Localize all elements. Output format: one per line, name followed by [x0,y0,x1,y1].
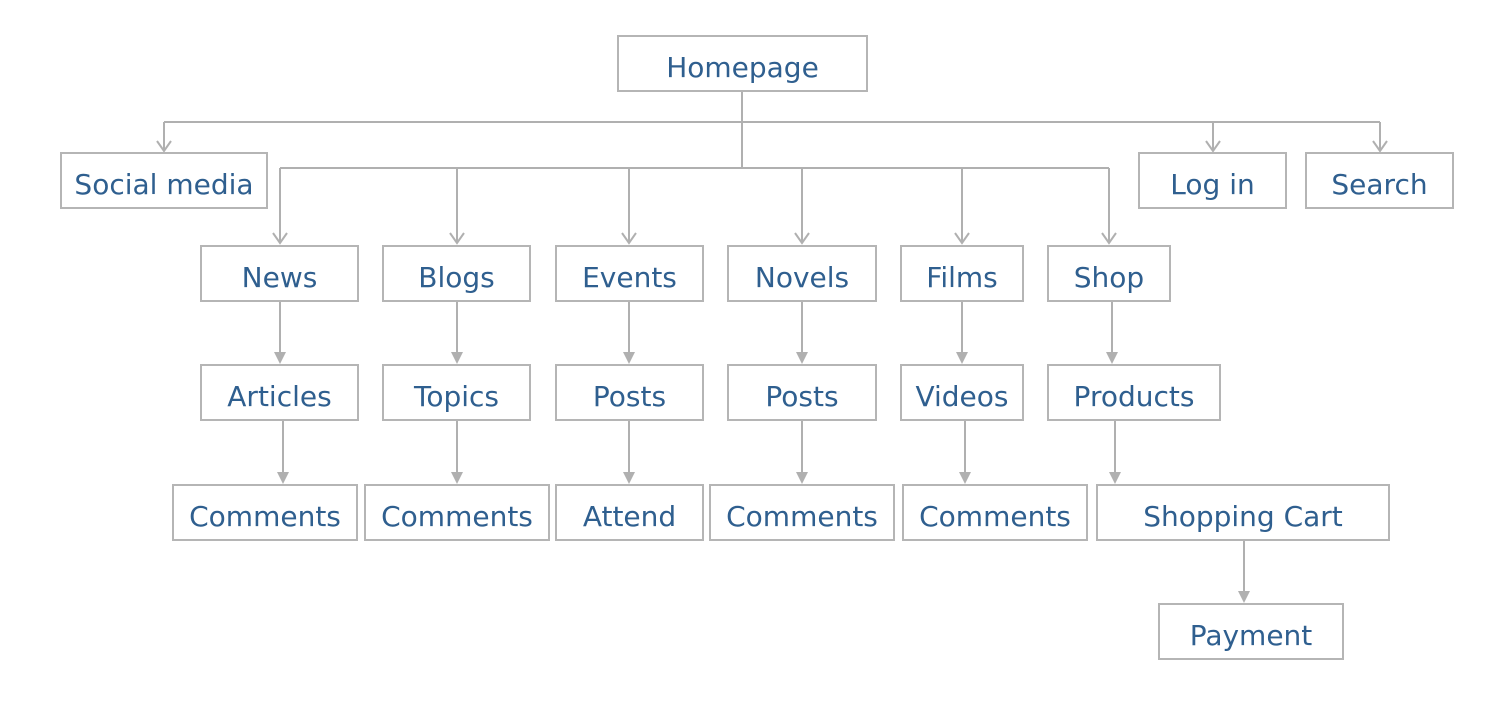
node-news-comments: Comments [172,484,358,541]
node-products: Products [1047,364,1221,421]
node-videos-label: Videos [915,380,1009,413]
arrowhead-shopping-cart [1109,472,1121,484]
arrowhead-social-media [156,140,172,153]
arrowhead-payment [1238,591,1250,603]
node-search-label: Search [1331,168,1428,201]
arrowhead-novels-comments [796,472,808,484]
node-log-in-label: Log in [1170,168,1255,201]
arrowhead-blogs-comments [451,472,463,484]
arrowhead-films [954,232,970,245]
node-social-media-label: Social media [74,168,254,201]
node-shopping-cart: Shopping Cart [1096,484,1390,541]
node-blogs: Blogs [382,245,531,302]
node-novels-label: Novels [754,261,850,294]
node-novels-comments: Comments [709,484,895,541]
arrowhead-attend [623,472,635,484]
arrowhead-novels-posts [796,352,808,364]
node-events: Events [555,245,704,302]
node-films-comments-label: Comments [919,500,1071,533]
node-novels-comments-label: Comments [726,500,878,533]
arrowhead-videos [956,352,968,364]
node-events-posts: Posts [555,364,704,421]
node-products-label: Products [1073,380,1195,413]
node-articles-label: Articles [227,380,332,413]
node-blogs-label: Blogs [418,261,495,294]
node-shopping-cart-label: Shopping Cart [1143,500,1343,533]
node-homepage-label: Homepage [666,51,819,84]
node-events-label: Events [582,261,677,294]
arrowhead-shop [1101,232,1117,245]
arrowhead-news-comments [277,472,289,484]
node-films-comments: Comments [902,484,1088,541]
node-novels-posts-label: Posts [765,380,839,413]
node-news-label: News [241,261,318,294]
node-social-media: Social media [60,152,268,209]
arrowhead-events [621,232,637,245]
node-attend: Attend [555,484,704,541]
node-events-posts-label: Posts [592,380,667,413]
node-articles: Articles [200,364,359,421]
node-shop-label: Shop [1073,261,1145,294]
arrowhead-novels [794,232,810,245]
node-films-label: Films [926,261,998,294]
node-payment-label: Payment [1189,619,1313,652]
node-homepage: Homepage [617,35,868,92]
arrowhead-blogs [449,232,465,245]
arrowhead-log-in [1205,140,1221,153]
arrowhead-search [1372,140,1388,153]
arrowhead-news [272,232,288,245]
arrowhead-events-posts [623,352,635,364]
node-payment: Payment [1158,603,1344,660]
node-news: News [200,245,359,302]
node-novels: Novels [727,245,877,302]
node-attend-label: Attend [582,500,677,533]
node-log-in: Log in [1138,152,1287,209]
node-blogs-comments-label: Comments [381,500,533,533]
node-novels-posts: Posts [727,364,877,421]
arrowhead-articles [274,352,286,364]
node-news-comments-label: Comments [189,500,341,533]
node-topics-label: Topics [413,380,499,413]
node-shop: Shop [1047,245,1171,302]
arrowhead-products [1106,352,1118,364]
node-search: Search [1305,152,1454,209]
node-films: Films [900,245,1024,302]
node-videos: Videos [900,364,1024,421]
arrowhead-topics [451,352,463,364]
node-topics: Topics [382,364,531,421]
arrowhead-films-comments [959,472,971,484]
node-blogs-comments: Comments [364,484,550,541]
